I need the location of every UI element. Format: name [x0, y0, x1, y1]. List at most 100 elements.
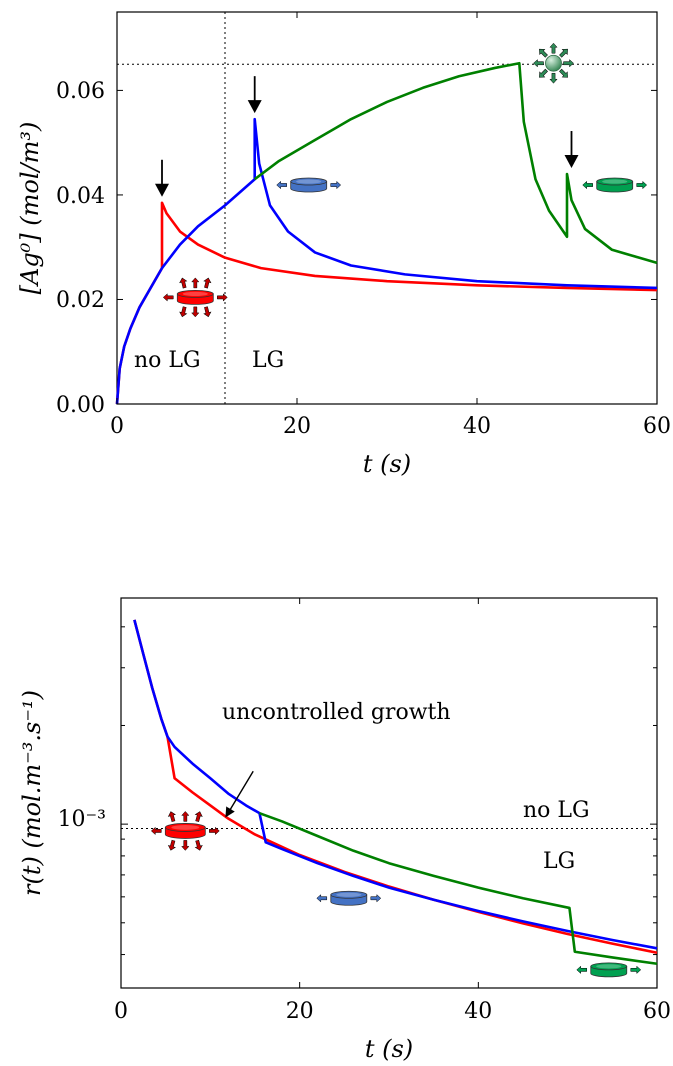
- bottom-platelet-icon-2-top: [590, 962, 628, 971]
- top-platelet-icon-3-arrow-left-shape: [162, 293, 174, 302]
- bottom-platelet-icon-2-arrow-left-shape: [576, 965, 588, 975]
- top-platelet-icon-3-arrow-left: [162, 293, 174, 302]
- bottom-platelet-icon-1-shine: [336, 892, 362, 897]
- top-sphere-icon-6-ray-2: [549, 72, 558, 84]
- top-sphere-icon-6-ray-0-shape: [563, 59, 574, 68]
- top-sphere-icon-6-ray-0: [563, 59, 574, 68]
- bottom-x-axis-label: t (s): [365, 1035, 413, 1063]
- bottom-platelet-icon-0-top: [164, 823, 206, 832]
- top-platelet-icon-4-top: [290, 177, 328, 186]
- top-platelet-icon-3-arrow-up-0-shape: [179, 277, 188, 289]
- bottom-y-axis-label: r(t) (mol.m⁻³.s⁻¹): [18, 690, 46, 896]
- bottom-platelet-icon-1-top: [330, 890, 368, 899]
- top-sphere-icon-6-ray-1-shape: [559, 68, 568, 78]
- top-sphere-icon-6-ray-6: [549, 42, 558, 54]
- top-platelet-icon-3-arrow-down-2: [203, 306, 212, 318]
- top-sphere-icon-6-ray-1: [559, 68, 568, 78]
- top-platelet-icon-3-arrow-up-2-shape: [203, 277, 212, 289]
- bottom-platelet-icon-2-arrow-right: [630, 965, 642, 975]
- bottom-platelet-icon-1-arrow-left-shape: [316, 894, 328, 903]
- top-x-axis-label: t (s): [363, 450, 411, 478]
- top-platelet-icon-3-arrow-down-0: [179, 306, 188, 318]
- top-jump-arrow-head-1: [247, 100, 262, 114]
- top-sphere-icon-6-ray-5-shape: [539, 48, 548, 58]
- top-platelet-icon-5-shine: [602, 179, 628, 184]
- bottom-series-line-0: [133, 619, 658, 955]
- bottom-x-tick-1: 20: [286, 999, 314, 1024]
- bottom-platelet-icon-0-arrow-down-2: [194, 839, 203, 851]
- top-platelet-icon-5-arrow-left-shape: [582, 180, 593, 190]
- bottom-platelet-icon-1: [316, 890, 382, 906]
- top-platelet-icon-3-arrow-up-1-shape: [191, 277, 200, 289]
- bottom-platelet-icon-0-arrow-up-1: [181, 811, 190, 822]
- top-platelet-icon-4-shine: [296, 179, 322, 184]
- bottom-platelet-icon-0: [150, 811, 220, 851]
- top-sphere-icon-6-ray-5: [539, 48, 548, 58]
- bottom-platelet-icon-0-arrow-down-2-shape: [194, 839, 203, 851]
- top-sphere-icon-6-ray-4-shape: [533, 59, 544, 68]
- top-platelet-icon-4-arrow-right: [330, 180, 342, 190]
- top-platelet-icon-5: [582, 177, 648, 193]
- bottom-series-line-1: [133, 619, 658, 950]
- top-sphere-icon-6-ray-3-shape: [539, 68, 548, 78]
- top-y-tick-0: 0.00: [56, 393, 105, 418]
- top-y-tick-1: 0.02: [56, 288, 105, 313]
- bottom-platelet-icon-2-arrow-right-shape: [630, 965, 642, 975]
- top-platelet-icon-5-arrow-left: [582, 180, 593, 190]
- top-series-line-2: [253, 61, 658, 265]
- top-platelet-icon-3-arrow-down-2-shape: [203, 306, 212, 318]
- bottom-plot-frame: [120, 597, 658, 989]
- bottom-platelet-icon-2-shine: [596, 964, 622, 969]
- top-x-tick-3: 60: [643, 414, 671, 439]
- top-platelet-icon-3-arrow-up-2: [203, 277, 212, 289]
- bottom-series-line-2: [259, 811, 658, 966]
- bottom-platelet-icon-0-arrow-down-0-shape: [167, 839, 176, 851]
- top-y-axis-label: [Ag⁰] (mol/m³): [16, 122, 44, 295]
- top-platelet-icon-4-arrow-right-shape: [330, 180, 342, 190]
- bottom-platelet-icon-0-arrow-up-1-shape: [181, 811, 190, 822]
- bottom-platelet-icon-0-shine: [171, 825, 200, 830]
- top-platelet-icon-3-shine: [182, 291, 208, 296]
- top-platelet-icon-3: [162, 277, 228, 318]
- bottom-platelet-icon-1-arrow-right-shape: [370, 894, 382, 903]
- top-platelet-icon-4-arrow-left-shape: [276, 180, 287, 190]
- top-x-tick-0: 0: [110, 414, 124, 439]
- top-x-tick-1: 20: [283, 414, 311, 439]
- bottom-panel: 10⁻³ 0 20 40 60 t (s) r(t) (mol.m⁻³.s⁻¹)…: [18, 597, 671, 1063]
- uncontrolled-growth-arrow: [225, 770, 254, 818]
- bottom-platelet-icon-0-arrow-left: [150, 826, 162, 836]
- top-sphere-icon-6-ray-7: [559, 48, 568, 58]
- top-platelet-icon-3-arrow-down-1: [191, 306, 200, 318]
- top-sphere-icon-6-ray-7-shape: [559, 48, 568, 58]
- top-platelet-icon-3-arrow-right-shape: [217, 293, 228, 302]
- top-jump-arrow-head-2: [564, 155, 579, 169]
- bottom-platelet-icon-0-arrow-up-2: [194, 811, 203, 822]
- bottom-platelet-icon-1-arrow-left: [316, 894, 328, 903]
- top-jump-arrow-head-0: [155, 183, 169, 197]
- top-sphere-icon-6-ray-6-shape: [549, 42, 558, 54]
- top-panel: 0.00 0.02 0.04 0.06 0 20 40 60 t (s) [Ag…: [16, 11, 671, 478]
- bottom-platelet-icon-0-arrow-left-shape: [150, 826, 162, 836]
- top-sphere-icon-6-ray-2-shape: [549, 72, 558, 84]
- bottom-platelet-icon-0-arrow-up-0-shape: [167, 811, 176, 822]
- top-sphere-icon-6: [533, 42, 574, 84]
- bottom-platelet-icon-0-arrow-up-2-shape: [194, 811, 203, 822]
- top-platelet-icon-5-arrow-right-shape: [636, 180, 648, 190]
- top-platelet-icon-3-arrow-down-1-shape: [191, 306, 200, 318]
- top-x-tick-2: 40: [463, 414, 491, 439]
- bottom-region-label-no-lg: no LG: [523, 798, 590, 823]
- top-region-label-lg: LG: [252, 348, 284, 373]
- bottom-y-tick-0: 10⁻³: [58, 807, 106, 832]
- uncontrolled-growth-label: uncontrolled growth: [222, 700, 451, 725]
- top-platelet-icon-4: [276, 177, 342, 193]
- top-sphere-icon-6-ray-3: [539, 68, 548, 78]
- bottom-platelet-icon-0-arrow-right-shape: [209, 826, 220, 836]
- bottom-platelet-icon-2: [576, 962, 642, 978]
- bottom-platelet-icon-0-arrow-up-0: [167, 811, 176, 822]
- bottom-x-tick-0: 0: [114, 999, 128, 1024]
- bottom-platelet-icon-1-arrow-right: [370, 894, 382, 903]
- top-platelet-icon-4-arrow-left: [276, 180, 287, 190]
- bottom-region-label-lg: LG: [543, 849, 575, 874]
- top-sphere-icon-6-ray-4: [533, 59, 544, 68]
- top-platelet-icon-5-arrow-right: [636, 180, 648, 190]
